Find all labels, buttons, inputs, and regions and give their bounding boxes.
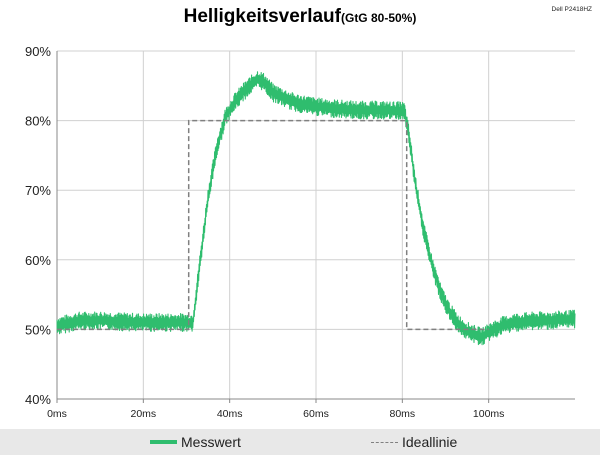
y-tick-label: 60% (25, 253, 51, 268)
x-tick-label: 0ms (47, 408, 67, 420)
x-tick-label: 20ms (130, 408, 156, 420)
legend-item-ideallinie: Ideallinie (371, 434, 457, 450)
series-ideallinie-line (57, 119, 489, 331)
x-tick-label: 40ms (217, 408, 243, 420)
chart-title: Helligkeitsverlauf(GtG 80-50%) (0, 6, 600, 28)
chart-title-main: Helligkeitsverlauf (183, 6, 341, 27)
series-messwert-line (56, 71, 576, 346)
y-tick-label: 40% (25, 392, 51, 407)
x-tick-label: 100ms (473, 408, 505, 420)
chart-canvas: 40% 50% 60% 70% 80% 90% 0ms 20ms 40ms 60ms 80ms 100… (25, 44, 576, 420)
legend-swatch-ideallinie (371, 441, 398, 443)
y-tick-label: 70% (25, 183, 51, 198)
legend-swatch-messwert (150, 440, 177, 444)
x-tick-label: 80ms (389, 408, 415, 420)
y-tick-label: 90% (25, 44, 51, 59)
legend-label-messwert: Messwert (181, 434, 241, 450)
legend: Messwert Ideallinie (0, 429, 600, 455)
legend-item-messwert: Messwert (150, 434, 241, 450)
monitor-model-label: Dell P2418HZ (551, 6, 592, 13)
legend-label-ideallinie: Ideallinie (402, 434, 458, 450)
axes (56, 51, 575, 403)
y-tick-label: 80% (25, 114, 51, 129)
y-tick-label: 50% (25, 322, 51, 337)
chart-subtitle: (GtG 80-50%) (340, 11, 417, 25)
series-layer (56, 71, 576, 346)
x-tick-label: 60ms (303, 408, 329, 420)
tick-labels: 40% 50% 60% 70% 80% 90% 0ms 20ms 40ms 60ms 80ms 100… (25, 44, 504, 420)
